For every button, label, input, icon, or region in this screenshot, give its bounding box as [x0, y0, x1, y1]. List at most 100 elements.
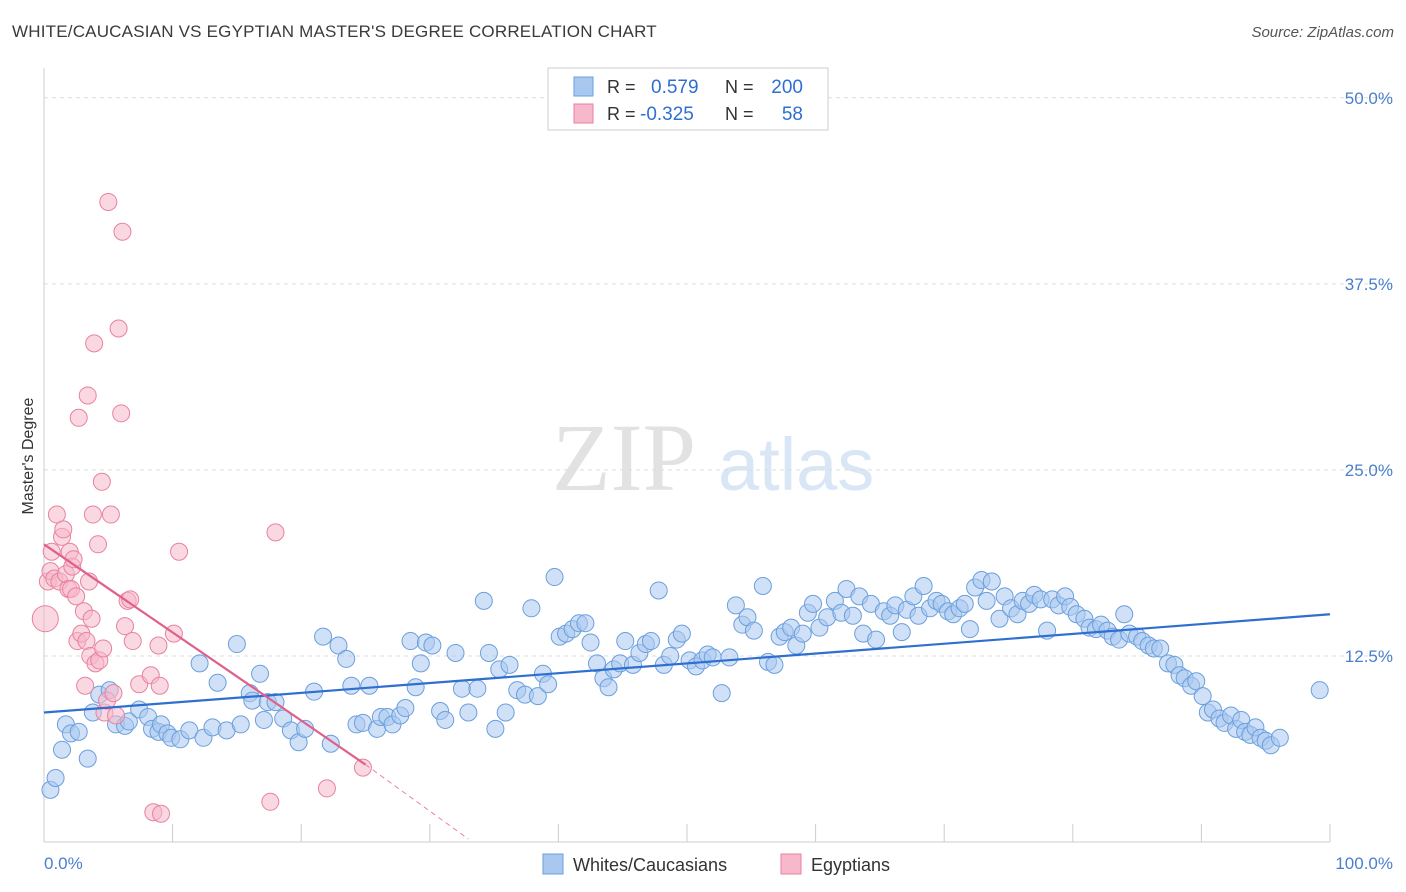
data-point-egyptians — [266, 523, 285, 542]
data-point-egyptians — [152, 804, 171, 823]
data-point-whites — [321, 734, 340, 753]
series-egyptians-points — [31, 192, 372, 823]
trend-line-egyptians-extension — [365, 764, 469, 840]
stats-legend-box — [547, 67, 829, 131]
data-point-egyptians — [109, 319, 128, 338]
data-point-whites — [744, 621, 763, 640]
data-point-whites — [581, 633, 600, 652]
data-point-whites — [599, 678, 618, 697]
data-point-egyptians — [150, 676, 169, 695]
stats-n-label: N = — [725, 77, 754, 97]
data-point-whites — [1310, 681, 1329, 700]
data-point-egyptians — [99, 192, 118, 211]
data-point-whites — [977, 591, 996, 610]
data-point-egyptians — [76, 676, 95, 695]
stats-r-value: 0.579 — [651, 77, 699, 98]
data-point-whites — [251, 664, 270, 683]
y-tick-label: 50.0% — [1345, 89, 1393, 108]
data-point-egyptians — [112, 404, 131, 423]
data-point-whites — [180, 721, 199, 740]
data-point-whites — [254, 710, 273, 729]
stats-legend: R = 0.579 N = 200 R = -0.325 N = 58 — [547, 67, 829, 131]
data-point-whites — [436, 710, 455, 729]
data-point-whites — [479, 643, 498, 662]
x-tick-label: 100.0% — [1335, 854, 1393, 873]
data-point-whites — [406, 678, 425, 697]
data-point-whites — [539, 675, 558, 694]
data-point-whites — [672, 624, 691, 643]
data-point-whites — [468, 679, 487, 698]
trend-line-whites — [43, 613, 1331, 714]
data-point-egyptians — [121, 590, 140, 609]
data-point-whites — [243, 691, 262, 710]
data-point-egyptians — [82, 609, 101, 628]
data-point-whites — [411, 654, 430, 673]
data-point-whites — [914, 576, 933, 595]
data-point-whites — [661, 646, 680, 665]
y-tick-label: 12.5% — [1345, 647, 1393, 666]
data-point-whites — [190, 654, 209, 673]
data-point-whites — [360, 676, 379, 695]
y-tick-label: 37.5% — [1345, 275, 1393, 294]
data-point-whites — [78, 749, 97, 768]
data-point-egyptians — [77, 632, 96, 651]
data-point-whites — [843, 606, 862, 625]
data-point-egyptians — [78, 386, 97, 405]
data-point-egyptians — [69, 408, 88, 427]
legend-swatch-whites — [542, 853, 564, 875]
data-point-whites — [69, 722, 88, 741]
stats-n-value: 200 — [771, 77, 803, 98]
y-tick-label: 25.0% — [1345, 461, 1393, 480]
data-point-whites — [726, 596, 745, 615]
data-point-whites — [208, 673, 227, 692]
data-point-whites — [401, 632, 420, 651]
data-point-whites — [1187, 672, 1206, 691]
data-point-egyptians — [94, 639, 113, 658]
data-point-whites — [500, 655, 519, 674]
data-point-whites — [329, 636, 348, 655]
legend-label-egyptians: Egyptians — [811, 855, 890, 875]
data-point-egyptians — [123, 632, 142, 651]
data-point-whites — [337, 649, 356, 668]
data-point-whites — [712, 684, 731, 703]
data-point-egyptians — [31, 605, 59, 633]
watermark-zip: ZIP — [552, 404, 696, 511]
stats-r-value: -0.325 — [640, 104, 694, 125]
data-point-whites — [496, 703, 515, 722]
data-point-whites — [720, 648, 739, 667]
data-point-whites — [1193, 687, 1212, 706]
data-point-whites — [46, 768, 65, 787]
data-point-egyptians — [116, 617, 135, 636]
data-point-egyptians — [47, 505, 66, 524]
data-point-whites — [960, 620, 979, 639]
data-point-whites — [616, 632, 635, 651]
data-point-whites — [955, 594, 974, 613]
data-point-whites — [314, 627, 333, 646]
data-point-whites — [1151, 639, 1170, 658]
data-point-egyptians — [85, 334, 104, 353]
data-point-whites — [459, 703, 478, 722]
data-point-whites — [892, 623, 911, 642]
series-legend: Whites/Caucasians Egyptians — [542, 853, 890, 875]
stats-r-label: R = — [607, 104, 636, 124]
data-point-egyptians — [261, 792, 280, 811]
data-point-whites — [982, 572, 1001, 591]
data-point-egyptians — [67, 587, 86, 606]
data-point-whites — [1115, 605, 1134, 624]
page-title: WHITE/CAUCASIAN VS EGYPTIAN MASTER'S DEG… — [12, 22, 657, 41]
data-point-egyptians — [113, 222, 132, 241]
data-point-whites — [528, 687, 547, 706]
data-point-whites — [1270, 728, 1289, 747]
series-whites-points — [41, 568, 1329, 799]
axis-ticks: 12.5% 25.0% 37.5% 50.0% 0.0% 100.0% — [44, 89, 1393, 873]
data-point-egyptians — [101, 505, 120, 524]
y-axis-label: Master's Degree — [20, 397, 37, 514]
data-point-whites — [486, 719, 505, 738]
data-point-whites — [227, 635, 246, 654]
data-point-egyptians — [83, 505, 102, 524]
data-point-egyptians — [89, 535, 108, 554]
stats-swatch-pink — [573, 103, 594, 124]
data-point-whites — [576, 614, 595, 633]
data-point-whites — [753, 576, 772, 595]
data-point-egyptians — [54, 520, 73, 539]
